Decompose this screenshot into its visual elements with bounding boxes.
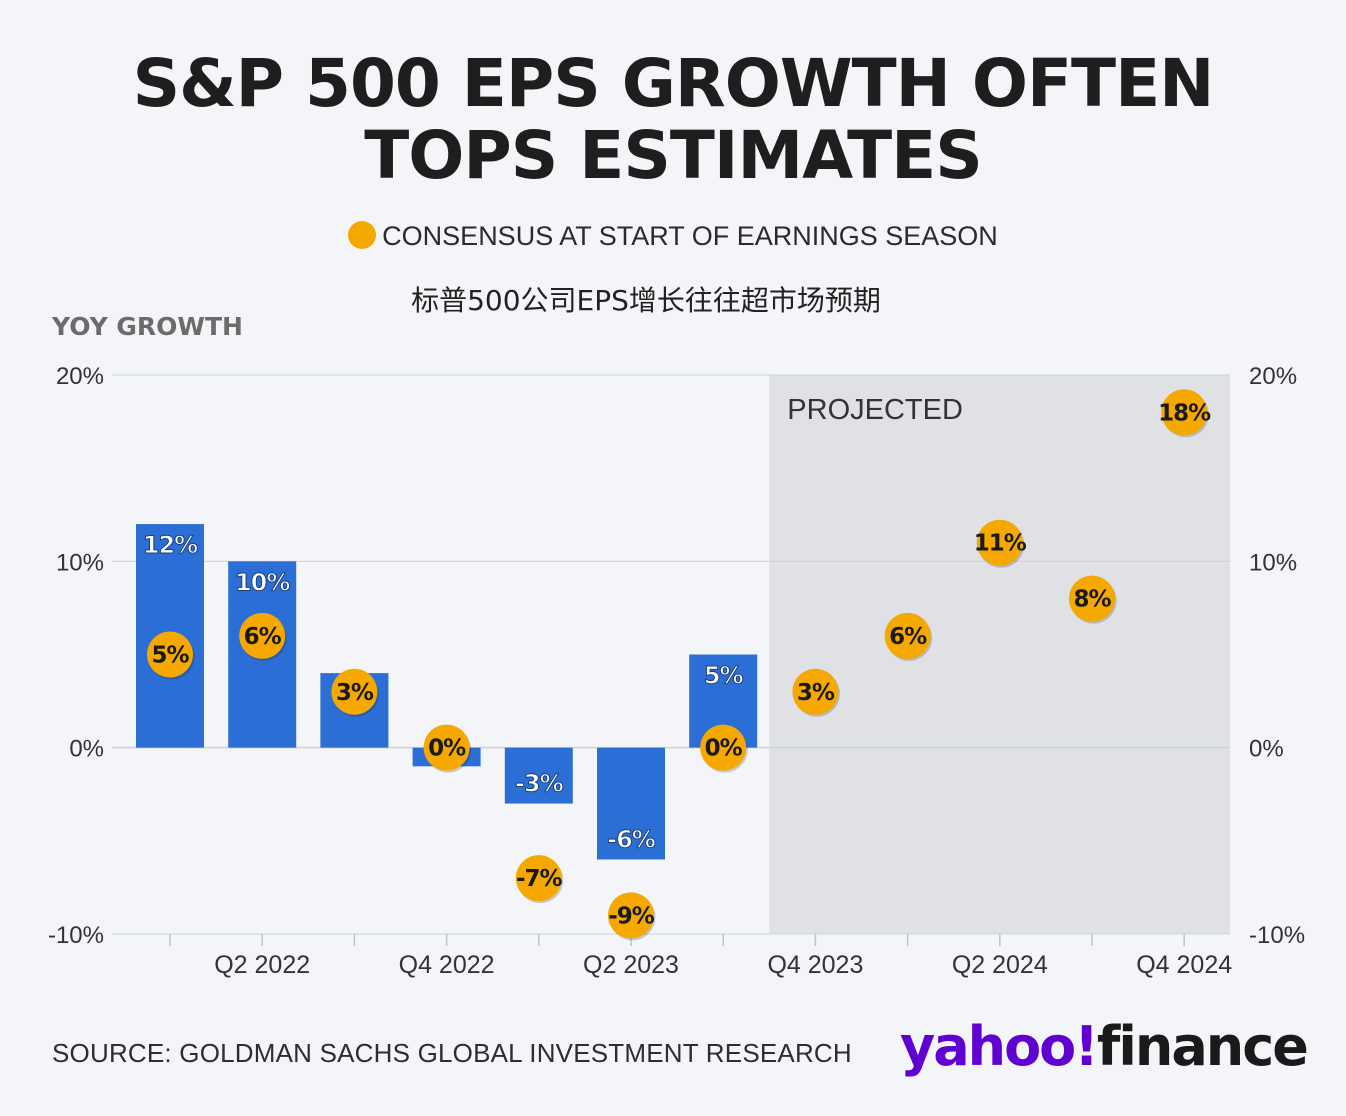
consensus-dot-label: 11% [974,531,1027,557]
legend-label: CONSENSUS AT START OF EARNINGS SEASON [382,221,998,251]
consensus-dot [1161,389,1208,436]
consensus-dot-label: 6% [889,624,927,650]
chart-title-line2: TOPS ESTIMATES [364,117,982,194]
y-tick-label-left: -10% [48,922,104,949]
x-tick-label: Q2 2022 [214,951,310,979]
legend: CONSENSUS AT START OF EARNINGS SEASON [0,218,1346,254]
consensus-dot [700,724,747,771]
projected-region [769,375,1230,934]
chart-title: S&P 500 EPS GROWTH OFTEN TOPS ESTIMATES [0,48,1346,192]
consensus-dot [1069,575,1115,622]
source-note: SOURCE: GOLDMAN SACHS GLOBAL INVESTMENT … [52,1038,852,1068]
x-tick-label: Q2 2024 [952,951,1048,979]
consensus-dot [239,612,286,659]
consensus-dot [423,724,470,771]
eps-growth-chart: PROJECTED -10% -10% 0% 0% 10% 10% 20% 20% Q2 2022… [48,363,1305,979]
bar-label: -6% [607,825,656,853]
consensus-dot [976,519,1023,566]
consensus-dot-label: -9% [608,903,655,929]
projected-label: PROJECTED [787,394,963,426]
consensus-dot [331,668,378,715]
y-tick-label-right: -10% [1249,922,1305,949]
consensus-dot-label: -7% [516,866,563,892]
bar-label: 10% [235,568,290,596]
consensus-dot-label: 18% [1158,400,1211,426]
y-tick-label-right: 10% [1249,549,1297,576]
consensus-dot-label: 6% [244,624,282,650]
consensus-dot [608,892,654,939]
logo-finance: finance [1096,1015,1309,1078]
consensus-dot-label: 8% [1073,587,1111,613]
bar-label: 12% [143,531,198,559]
y-axis-title: YOY GROWTH [52,312,243,341]
consensus-dot-label: 3% [336,680,374,706]
consensus-dot-label: 3% [797,680,835,706]
yahoo-finance-logo: yahoo!finance [900,1012,1309,1082]
bar [504,747,573,804]
chart-title-line1: S&P 500 EPS GROWTH OFTEN [132,45,1215,122]
bar-label: -3% [515,770,564,798]
consensus-dot [792,668,839,715]
y-tick-label-left: 20% [56,363,104,390]
x-tick-label: Q4 2024 [1136,951,1232,979]
bar-label: 5% [704,662,744,690]
y-tick-label-right: 0% [1249,736,1284,763]
consensus-dot-label: 0% [428,736,466,762]
y-tick-label-left: 0% [69,736,104,763]
consensus-dot [884,612,931,659]
consensus-dot-label: 0% [705,736,743,762]
consensus-dot-label: 5% [151,643,189,669]
logo-yahoo: yahoo! [900,1015,1099,1078]
x-tick-label: Q4 2023 [767,951,863,979]
x-tick-label: Q2 2023 [583,951,679,979]
consensus-dot [515,855,562,902]
bar [597,747,665,860]
consensus-dot [147,631,193,678]
y-tick-label-right: 20% [1249,363,1297,390]
chinese-subtitle: 标普500公司EPS增长往往超市场预期 [411,284,881,317]
y-tick-label-left: 10% [56,549,104,576]
x-tick-label: Q4 2022 [399,951,495,979]
legend-dot-icon [348,221,377,249]
